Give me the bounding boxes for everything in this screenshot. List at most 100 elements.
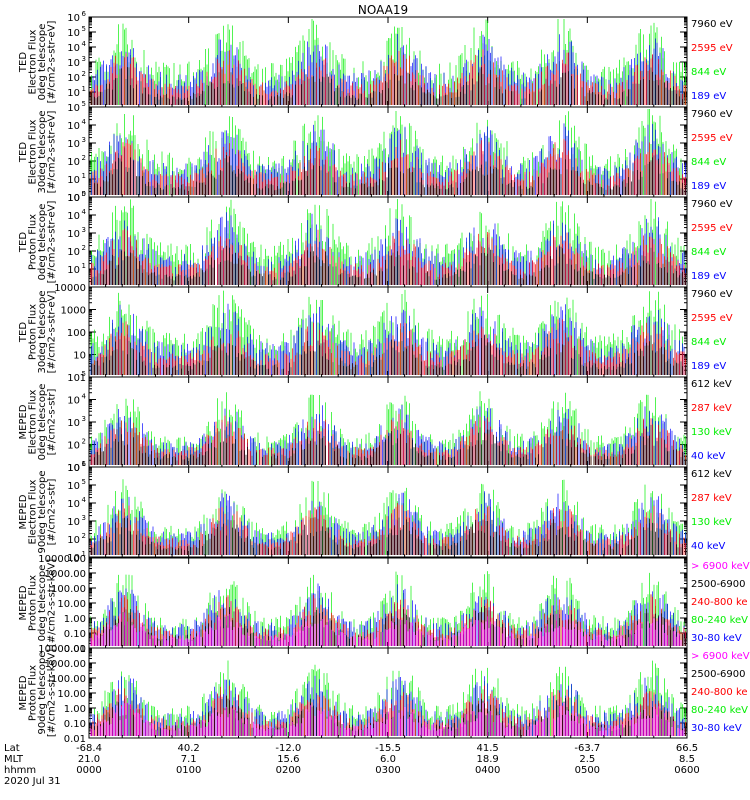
x-row-value: 7.1 bbox=[181, 754, 197, 765]
y-axis-label-line: [#/cm2-s-str] bbox=[47, 388, 58, 455]
y-axis-label-line: [#/cm2-s-str-eV] bbox=[47, 291, 58, 374]
flux-series bbox=[90, 424, 686, 465]
flux-traces bbox=[90, 109, 686, 195]
y-axis-label-line: [#/cm2-s-str-keV] bbox=[47, 559, 58, 647]
y-tick-exponent: 2 bbox=[82, 154, 86, 162]
y-tick-label: 10000.00 bbox=[38, 644, 86, 655]
y-axis-label-line: 90deg telescope bbox=[37, 470, 48, 553]
y-tick-exponent: 6 bbox=[82, 460, 87, 468]
y-tick-label: 10.00 bbox=[57, 689, 86, 700]
flux-series bbox=[90, 685, 686, 736]
legend-entry: 30-80 keV bbox=[691, 633, 742, 644]
y-tick-label: 10 bbox=[67, 463, 80, 474]
y-tick-label: 0.10 bbox=[64, 629, 86, 640]
flux-series bbox=[90, 413, 686, 465]
flux-series bbox=[90, 49, 686, 105]
flux-series bbox=[90, 391, 686, 465]
legend-entry: 612 keV bbox=[691, 469, 732, 480]
panel-8: 0.01 0.10 1.00 10.00 100.00 1000.00 10000.00 ME… bbox=[18, 644, 750, 745]
y-axis-label-line: 90deg telescope bbox=[37, 651, 48, 734]
flux-series bbox=[90, 479, 686, 555]
flux-traces bbox=[90, 571, 686, 646]
x-row-value: 0200 bbox=[276, 765, 301, 776]
legend-entry: 2595 eV bbox=[691, 43, 733, 54]
y-tick-label: 10 bbox=[67, 13, 80, 24]
y-axis-label-line: [#/cm2-s-str-eV] bbox=[47, 111, 58, 194]
legend-entry: > 6900 keV bbox=[691, 561, 750, 572]
y-tick-exponent: 6 bbox=[82, 10, 87, 18]
legend-entry: 844 eV bbox=[691, 157, 726, 168]
y-tick-label: 10 bbox=[67, 121, 80, 132]
legend-entry: 2595 eV bbox=[691, 133, 733, 144]
y-axis-label-line: MEPED bbox=[18, 404, 29, 439]
y-axis-label-line: 30deg telescope bbox=[37, 110, 48, 193]
y-tick-label: 10 bbox=[67, 499, 80, 510]
x-row-value: 41.5 bbox=[477, 743, 499, 754]
y-tick-label: 100.00 bbox=[51, 584, 86, 595]
y-tick-label: 1 bbox=[80, 373, 86, 384]
legend-entry: 2500-6900 bbox=[691, 669, 746, 680]
y-tick-exponent: 3 bbox=[82, 415, 86, 423]
flux-traces bbox=[90, 479, 686, 555]
y-tick-label: 10 bbox=[67, 43, 80, 54]
y-axis-label-line: Electron Flux bbox=[28, 389, 39, 454]
y-tick-exponent: 5 bbox=[82, 190, 86, 198]
flux-series bbox=[90, 583, 686, 646]
legend-entry: 7960 eV bbox=[691, 289, 733, 300]
flux-series bbox=[90, 517, 686, 555]
y-tick-label: 10 bbox=[67, 73, 80, 84]
y-tick-label: 1.00 bbox=[64, 704, 86, 715]
y-tick-exponent: 1 bbox=[82, 85, 86, 93]
y-tick-exponent: 3 bbox=[82, 226, 86, 234]
y-tick-exponent: 4 bbox=[82, 40, 87, 48]
y-axis-label-line: [#/cm2-s-str-keV] bbox=[47, 649, 58, 737]
y-tick-label: 1.00 bbox=[64, 614, 86, 625]
y-axis-label-line: TED bbox=[18, 142, 29, 163]
y-tick-label: 10 bbox=[73, 351, 86, 362]
legend-entry: 80-240 keV bbox=[691, 705, 748, 716]
x-row-value: 0300 bbox=[375, 765, 400, 776]
y-tick-label: 10 bbox=[67, 157, 80, 168]
flux-traces bbox=[90, 199, 686, 285]
y-tick-exponent: 5 bbox=[82, 25, 86, 33]
y-axis-label-line: Proton Flux bbox=[28, 304, 39, 360]
legend-entry: 7960 eV bbox=[691, 109, 733, 120]
x-row-value: 18.9 bbox=[477, 754, 499, 765]
legend-entry: > 6900 keV bbox=[691, 651, 750, 662]
y-tick-exponent: 2 bbox=[82, 70, 86, 78]
y-tick-label: 10 bbox=[67, 418, 80, 429]
y-axis-label-line: Electron Flux bbox=[28, 479, 39, 544]
x-row-value: -68.4 bbox=[76, 743, 102, 754]
y-tick-label: 10 bbox=[67, 265, 80, 276]
flux-series bbox=[91, 335, 686, 375]
x-row-value: -63.7 bbox=[574, 743, 600, 754]
x-row-label: Lat bbox=[4, 743, 20, 754]
legend-entry: 612 keV bbox=[691, 379, 732, 390]
y-axis-label-line: MEPED bbox=[18, 494, 29, 529]
y-tick-exponent: 4 bbox=[82, 118, 87, 126]
y-tick-exponent: 1 bbox=[82, 460, 86, 468]
y-tick-exponent: 3 bbox=[82, 55, 86, 63]
y-tick-label: 10 bbox=[67, 553, 80, 564]
y-tick-label: 10 bbox=[67, 193, 80, 204]
flux-traces bbox=[90, 289, 686, 375]
y-tick-exponent: 3 bbox=[82, 514, 86, 522]
y-tick-exponent: 4 bbox=[82, 208, 87, 216]
legend-entry: 844 eV bbox=[691, 337, 726, 348]
flux-traces bbox=[90, 660, 686, 736]
y-axis-label-line: Proton Flux bbox=[28, 665, 39, 721]
flux-series bbox=[91, 245, 686, 285]
legend-entry: 2595 eV bbox=[691, 223, 733, 234]
x-row-value: 0100 bbox=[176, 765, 201, 776]
x-axis-labels: Lat -68.4 40.2 -12.0 -15.5 41.5 -63.7 66.5 MLT 21… bbox=[4, 743, 700, 787]
figure-title: NOAA19 bbox=[358, 3, 408, 17]
flux-series bbox=[90, 67, 685, 105]
y-tick-exponent: 1 bbox=[82, 172, 86, 180]
flux-series bbox=[90, 702, 685, 736]
y-tick-exponent: 5 bbox=[82, 370, 86, 378]
